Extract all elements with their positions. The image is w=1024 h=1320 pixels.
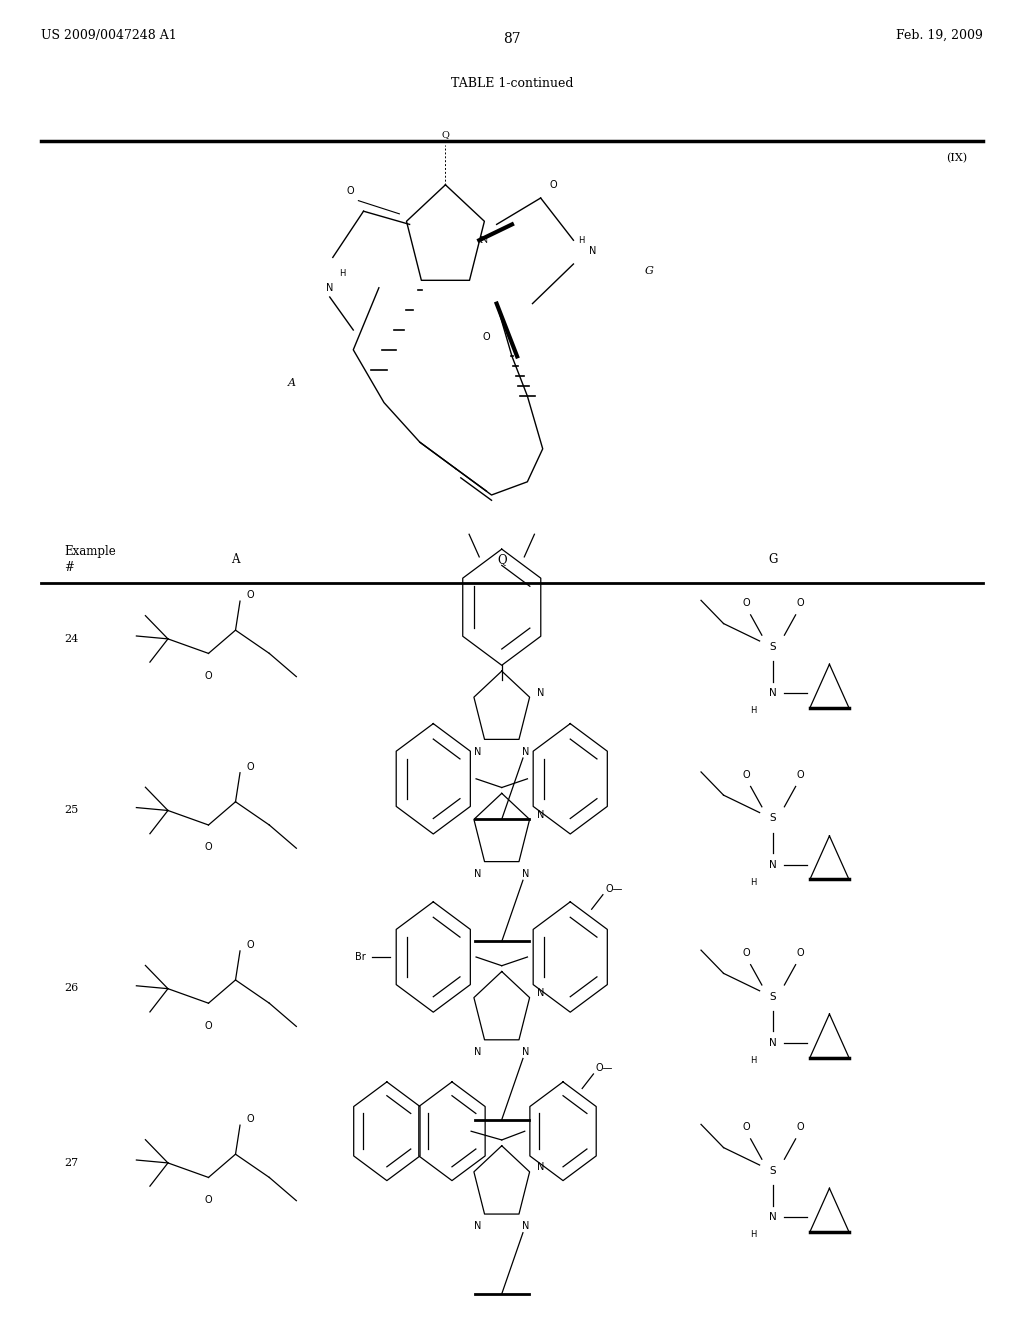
Text: N: N [537,688,545,697]
Text: O: O [742,948,750,958]
Text: N: N [522,1047,529,1057]
Text: TABLE 1-continued: TABLE 1-continued [451,77,573,90]
Text: S: S [770,1166,776,1176]
Text: O: O [797,598,804,609]
Text: O: O [205,1195,212,1205]
Text: (IX): (IX) [946,153,968,164]
Text: O: O [247,940,254,950]
Text: O: O [742,770,750,780]
Text: 24: 24 [65,634,79,644]
Text: G: G [645,265,654,276]
Text: O—: O— [596,1063,613,1073]
Text: O: O [205,1020,212,1031]
Text: G: G [768,553,778,566]
Text: O: O [205,671,212,681]
Text: O: O [797,770,804,780]
Text: O: O [482,331,490,342]
Text: O: O [247,1114,254,1125]
Text: Feb. 19, 2009: Feb. 19, 2009 [896,29,983,42]
Text: 25: 25 [65,805,79,816]
Text: S: S [770,642,776,652]
Text: H: H [750,878,756,887]
Text: N: N [474,1047,481,1057]
Text: O: O [247,762,254,772]
Text: O: O [346,186,354,197]
Text: Q: Q [441,129,450,139]
Text: N: N [474,869,481,879]
Text: Example: Example [65,545,117,558]
Text: N: N [479,236,487,244]
Text: N: N [537,1162,545,1172]
Text: H: H [750,1230,756,1239]
Text: N: N [522,869,529,879]
Text: N: N [769,1212,777,1222]
Text: O: O [549,180,557,190]
Text: O: O [205,842,212,853]
Text: A: A [231,553,240,566]
Text: O: O [247,590,254,601]
Text: N: N [537,987,545,998]
Text: N: N [522,1221,529,1232]
Text: O: O [797,1122,804,1133]
Text: O: O [797,948,804,958]
Text: Q: Q [497,553,507,566]
Text: N: N [537,809,545,820]
Text: O—: O— [605,884,623,894]
Text: H: H [579,236,585,244]
Text: 87: 87 [503,32,521,46]
Text: 26: 26 [65,983,79,994]
Text: S: S [770,991,776,1002]
Text: S: S [770,813,776,824]
Text: Br: Br [355,952,366,962]
Text: US 2009/0047248 A1: US 2009/0047248 A1 [41,29,177,42]
Text: N: N [522,747,529,756]
Text: 27: 27 [65,1158,79,1168]
Text: #: # [65,561,75,574]
Text: N: N [326,282,334,293]
Text: N: N [769,1038,777,1048]
Text: N: N [589,246,596,256]
Text: N: N [769,859,777,870]
Text: N: N [474,1221,481,1232]
Text: N: N [769,688,777,698]
Text: N: N [474,747,481,756]
Text: O: O [742,598,750,609]
Text: H: H [750,1056,756,1065]
Text: O: O [742,1122,750,1133]
Text: H: H [750,706,756,715]
Text: A: A [288,378,296,388]
Text: H: H [339,269,345,279]
